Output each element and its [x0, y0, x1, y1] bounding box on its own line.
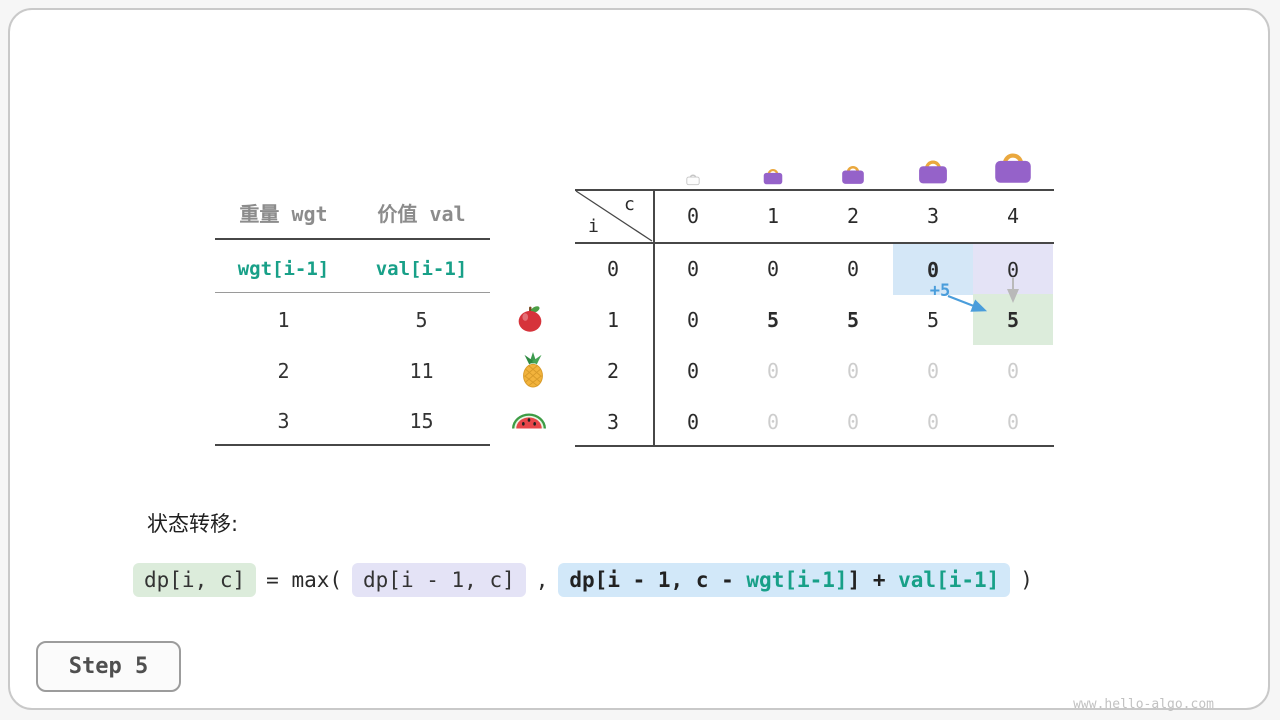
dp-cell: 0: [1006, 358, 1020, 383]
formula-option2-chip: dp[i - 1, c - wgt[i-1]] + val[i-1]: [558, 563, 1011, 597]
dp-cell: 0: [846, 409, 860, 434]
dp-cell: 0: [846, 358, 860, 383]
dp-cell: 0: [926, 409, 940, 434]
dp-col-header: 3: [926, 204, 940, 228]
formula-option2-val: val[i-1]: [898, 568, 1000, 592]
dp-col-header: 1: [766, 204, 780, 228]
dp-row-label: 1: [606, 307, 620, 332]
dp-row-label: 3: [606, 409, 620, 434]
dp-cell: 5: [846, 307, 860, 332]
watermelon-icon: [512, 413, 546, 429]
weights-header: 重量 wgt: [239, 201, 328, 226]
dp-cell: 0: [846, 256, 860, 281]
wgt-formula-cell: wgt[i-1]: [237, 258, 330, 280]
item-value-cell: 11: [409, 359, 434, 383]
formula-equals-max: = max(: [266, 568, 343, 592]
dp-col-header: 2: [846, 204, 860, 228]
item-weight-cell: 1: [277, 308, 290, 332]
item-weight-cell: 2: [277, 359, 290, 383]
dp-corner-diagonal: [575, 190, 653, 242]
item-weight-cell: 3: [277, 409, 290, 433]
dp-table-rule-bottom: [575, 445, 1054, 447]
formula-option2-mid: ] +: [847, 568, 899, 592]
item-value-cell: 15: [409, 409, 434, 433]
bag-icon: [763, 169, 783, 185]
dp-table-rule-top: [575, 189, 1054, 191]
dp-cell: 0: [926, 358, 940, 383]
item-value-cell: 5: [415, 308, 428, 332]
dp-corner-col-var: c: [624, 194, 635, 215]
take-arrow-icon: [947, 294, 988, 312]
dp-cell: 0: [686, 256, 700, 281]
watermark: www.hello-algo.com: [1073, 697, 1214, 712]
dp-corner-row-var: i: [588, 216, 599, 237]
transition-arrows: [947, 278, 1019, 312]
dp-cell: 0: [766, 409, 780, 434]
dp-cell: 0: [766, 256, 780, 281]
step-badge: Step 5: [36, 641, 181, 692]
items-table-rule-mid: [215, 292, 490, 293]
transition-formula: dp[i, c] = max( dp[i - 1, c] , dp[i - 1,…: [133, 557, 1033, 603]
formula-comma: ,: [535, 568, 549, 592]
val-formula-cell: val[i-1]: [375, 258, 468, 280]
dp-row-label: 2: [606, 358, 620, 383]
dp-col-header: 4: [1006, 204, 1020, 228]
dp-table-rule-header: [575, 242, 1054, 244]
figure-card: [8, 8, 1270, 710]
plus-value-annotation: +5: [929, 281, 951, 301]
bag-icon: [686, 174, 700, 186]
dp-cell: 0: [1006, 409, 1020, 434]
dp-cell: 0: [686, 409, 700, 434]
formula-option1-chip: dp[i - 1, c]: [352, 563, 526, 597]
bag-icon: [995, 153, 1031, 183]
transition-label: 状态转移:: [147, 512, 239, 536]
dp-cell: 0: [686, 307, 700, 332]
values-header: 价值 val: [377, 201, 466, 226]
apple-icon: [518, 306, 542, 332]
dp-col-header: 0: [686, 204, 700, 228]
pineapple-icon: [523, 352, 543, 388]
items-table-rule-top: [215, 238, 490, 240]
formula-option2-prefix: dp[i - 1, c -: [569, 568, 747, 592]
bag-icon: [842, 166, 864, 184]
dp-cell: 5: [766, 307, 780, 332]
dp-cell: 0: [686, 358, 700, 383]
formula-option2-wgt: wgt[i-1]: [746, 568, 848, 592]
dp-row-label: 0: [606, 256, 620, 281]
bag-icon: [919, 160, 947, 184]
dp-cell-source-take: 0: [893, 244, 973, 295]
formula-lhs-chip: dp[i, c]: [133, 563, 257, 597]
formula-close-paren: ): [1020, 568, 1033, 592]
dp-cell: 0: [766, 358, 780, 383]
dp-cell: 5: [926, 307, 940, 332]
items-table-rule-bottom: [215, 444, 490, 446]
dp-table-rule-vertical: [653, 189, 655, 447]
